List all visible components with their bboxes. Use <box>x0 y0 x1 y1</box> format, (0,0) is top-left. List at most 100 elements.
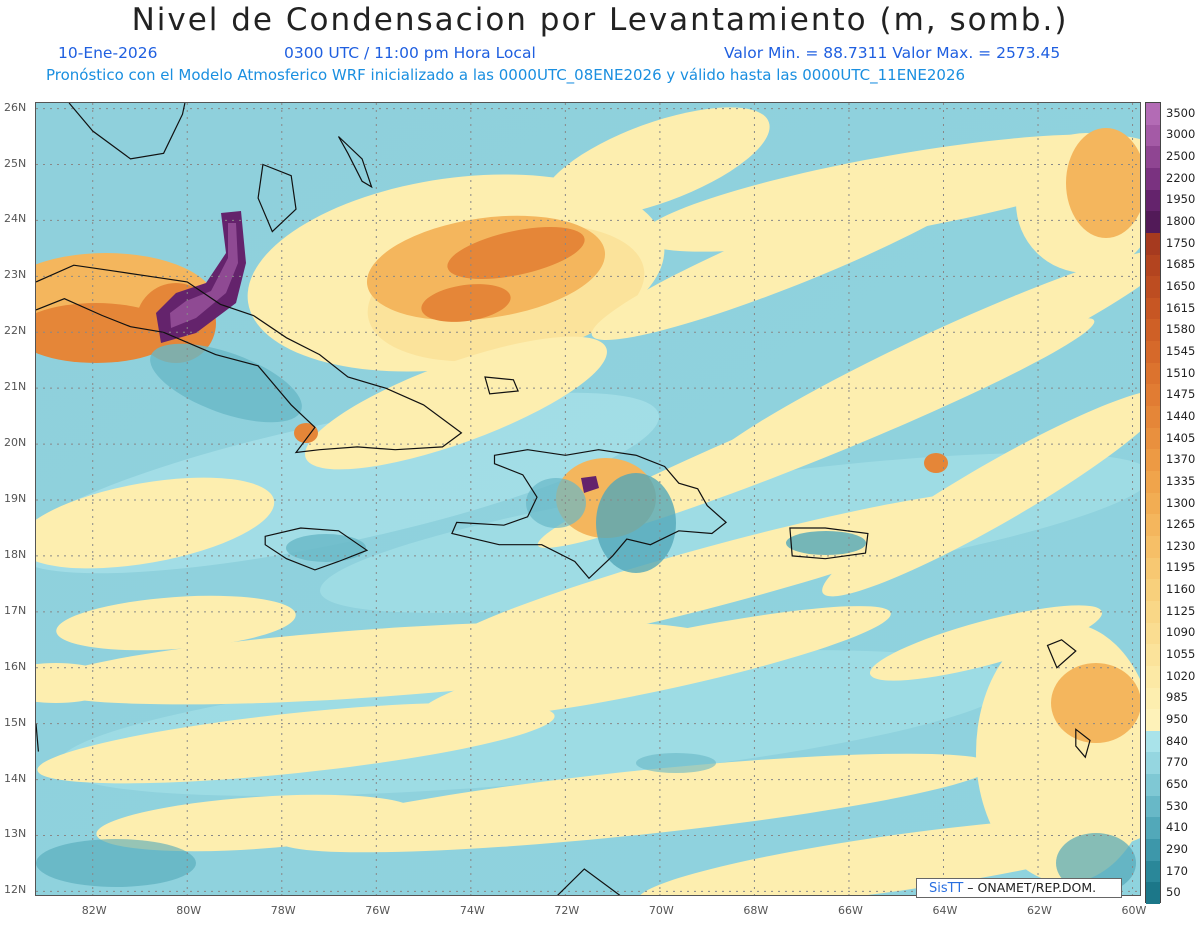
lon-tick-label: 70W <box>648 904 674 917</box>
colorbar-level-label: 1685 <box>1166 257 1196 272</box>
colorbar-segment <box>1146 384 1160 407</box>
map-canvas <box>36 103 1140 895</box>
colorbar-level-label: 1580 <box>1166 322 1196 337</box>
map-area <box>35 102 1141 896</box>
lat-tick-label: 23N <box>4 268 27 282</box>
colorbar-level-label: 1335 <box>1166 473 1196 488</box>
lat-tick-label: 13N <box>4 827 27 841</box>
colorbar-level-label: 3000 <box>1166 127 1196 142</box>
lon-tick-label: 68W <box>743 904 769 917</box>
colorbar-segment <box>1146 406 1160 429</box>
lon-tick-label: 72W <box>554 904 580 917</box>
colorbar-level-label: 840 <box>1166 733 1188 748</box>
colorbar-level-label: 1750 <box>1166 235 1196 250</box>
colorbar-segment <box>1146 232 1160 256</box>
colorbar-level-label: 290 <box>1166 841 1188 856</box>
colorbar-segment <box>1146 492 1160 515</box>
lat-tick-label: 24N <box>4 212 27 226</box>
valid-time: 0300 UTC / 11:00 pm Hora Local <box>284 44 536 62</box>
colorbar-segment <box>1146 514 1160 537</box>
colorbar-segment <box>1146 254 1160 277</box>
valid-date: 10-Ene-2026 <box>58 44 158 62</box>
colorbar-level-label: 1475 <box>1166 387 1196 402</box>
colorbar-level-label: 1300 <box>1166 495 1196 510</box>
colorbar-segment <box>1146 103 1160 126</box>
colorbar-level-label: 530 <box>1166 798 1188 813</box>
colorbar-segment <box>1146 297 1160 320</box>
lon-tick-label: 78W <box>270 904 296 917</box>
colorbar-segment <box>1146 146 1160 169</box>
colorbar-segment <box>1146 882 1160 905</box>
min-max-values: Valor Min. = 88.7311 Valor Max. = 2573.4… <box>724 44 1061 62</box>
credit-box: SisTT – ONAMET/REP.DOM. <box>916 878 1122 898</box>
colorbar-segment <box>1146 644 1160 667</box>
colorbar-level-label: 1510 <box>1166 365 1196 380</box>
lon-tick-label: 80W <box>176 904 202 917</box>
lat-tick-label: 20N <box>4 436 27 450</box>
colorbar-segment <box>1146 124 1160 147</box>
lat-tick-label: 16N <box>4 659 27 673</box>
colorbar-segment <box>1146 600 1160 624</box>
grid-lines <box>36 103 1140 895</box>
colorbar-level-label: 2500 <box>1166 149 1196 164</box>
sistt-logo: SisTT <box>929 881 964 896</box>
colorbar-segment <box>1146 752 1160 775</box>
colorbar-segment <box>1146 211 1160 234</box>
colorbar-level-label: 1615 <box>1166 300 1196 315</box>
colorbar-segment <box>1146 622 1160 645</box>
colorbar-level-label: 410 <box>1166 820 1188 835</box>
colorbar-segment <box>1146 535 1160 559</box>
colorbar-segment <box>1146 795 1160 818</box>
colorbar-segment <box>1146 276 1160 299</box>
colorbar-segment <box>1146 860 1160 883</box>
colorbar-segment <box>1146 817 1160 840</box>
colorbar-segment <box>1146 774 1160 797</box>
colorbar-level-label: 1230 <box>1166 538 1196 553</box>
lat-tick-label: 26N <box>4 100 27 114</box>
colorbar-segment <box>1146 341 1160 364</box>
colorbar-level-label: 1800 <box>1166 214 1196 229</box>
colorbar-level-label: 170 <box>1166 863 1188 878</box>
lon-tick-label: 82W <box>81 904 107 917</box>
coast-eleuthera <box>337 136 373 189</box>
colorbar-segment <box>1146 730 1160 753</box>
coast-jamaica <box>264 527 369 571</box>
coast-cuba <box>36 264 463 454</box>
colorbar-level-label: 3500 <box>1166 105 1196 120</box>
colorbar-level-label: 1195 <box>1166 560 1196 575</box>
colorbar-segment <box>1146 449 1160 472</box>
colorbar-segment <box>1146 427 1160 450</box>
lat-tick-label: 19N <box>4 492 27 505</box>
colorbar <box>1145 102 1161 905</box>
lon-tick-label: 74W <box>459 904 485 917</box>
colorbar-level-label: 650 <box>1166 776 1188 791</box>
lon-tick-label: 64W <box>932 904 958 917</box>
coast-martinique <box>1075 728 1091 759</box>
colorbar-segment <box>1146 471 1160 494</box>
lat-tick-label: 18N <box>4 547 27 561</box>
coast-nicaragua <box>36 723 39 752</box>
colorbar-level-label: 2200 <box>1166 170 1196 185</box>
lat-tick-label: 22N <box>4 324 27 338</box>
lat-tick-label: 12N <box>4 883 27 897</box>
colorbar-level-label: 1950 <box>1166 192 1196 207</box>
colorbar-level-label: 1405 <box>1166 430 1196 445</box>
colorbar-level-label: 1265 <box>1166 517 1196 532</box>
colorbar-segment <box>1146 557 1160 580</box>
forecast-info: Pronóstico con el Modelo Atmosferico WRF… <box>46 66 966 84</box>
colorbar-level-label: 770 <box>1166 755 1188 770</box>
lon-tick-label: 66W <box>837 904 863 917</box>
lat-tick-label: 25N <box>4 156 27 170</box>
colorbar-segment <box>1146 189 1160 212</box>
colorbar-level-label: 950 <box>1166 711 1188 726</box>
colorbar-segment <box>1146 167 1160 191</box>
lon-tick-label: 76W <box>365 904 391 917</box>
lat-tick-label: 14N <box>4 771 27 785</box>
colorbar-level-label: 1370 <box>1166 452 1196 467</box>
colorbar-level-label: 1090 <box>1166 625 1196 640</box>
coast-puerto-rico <box>789 527 869 560</box>
colorbar-level-label: 1125 <box>1166 603 1196 618</box>
colorbar-level-label: 1440 <box>1166 408 1196 423</box>
coast-venezuela <box>557 868 621 895</box>
credit-text: – ONAMET/REP.DOM. <box>967 880 1097 895</box>
